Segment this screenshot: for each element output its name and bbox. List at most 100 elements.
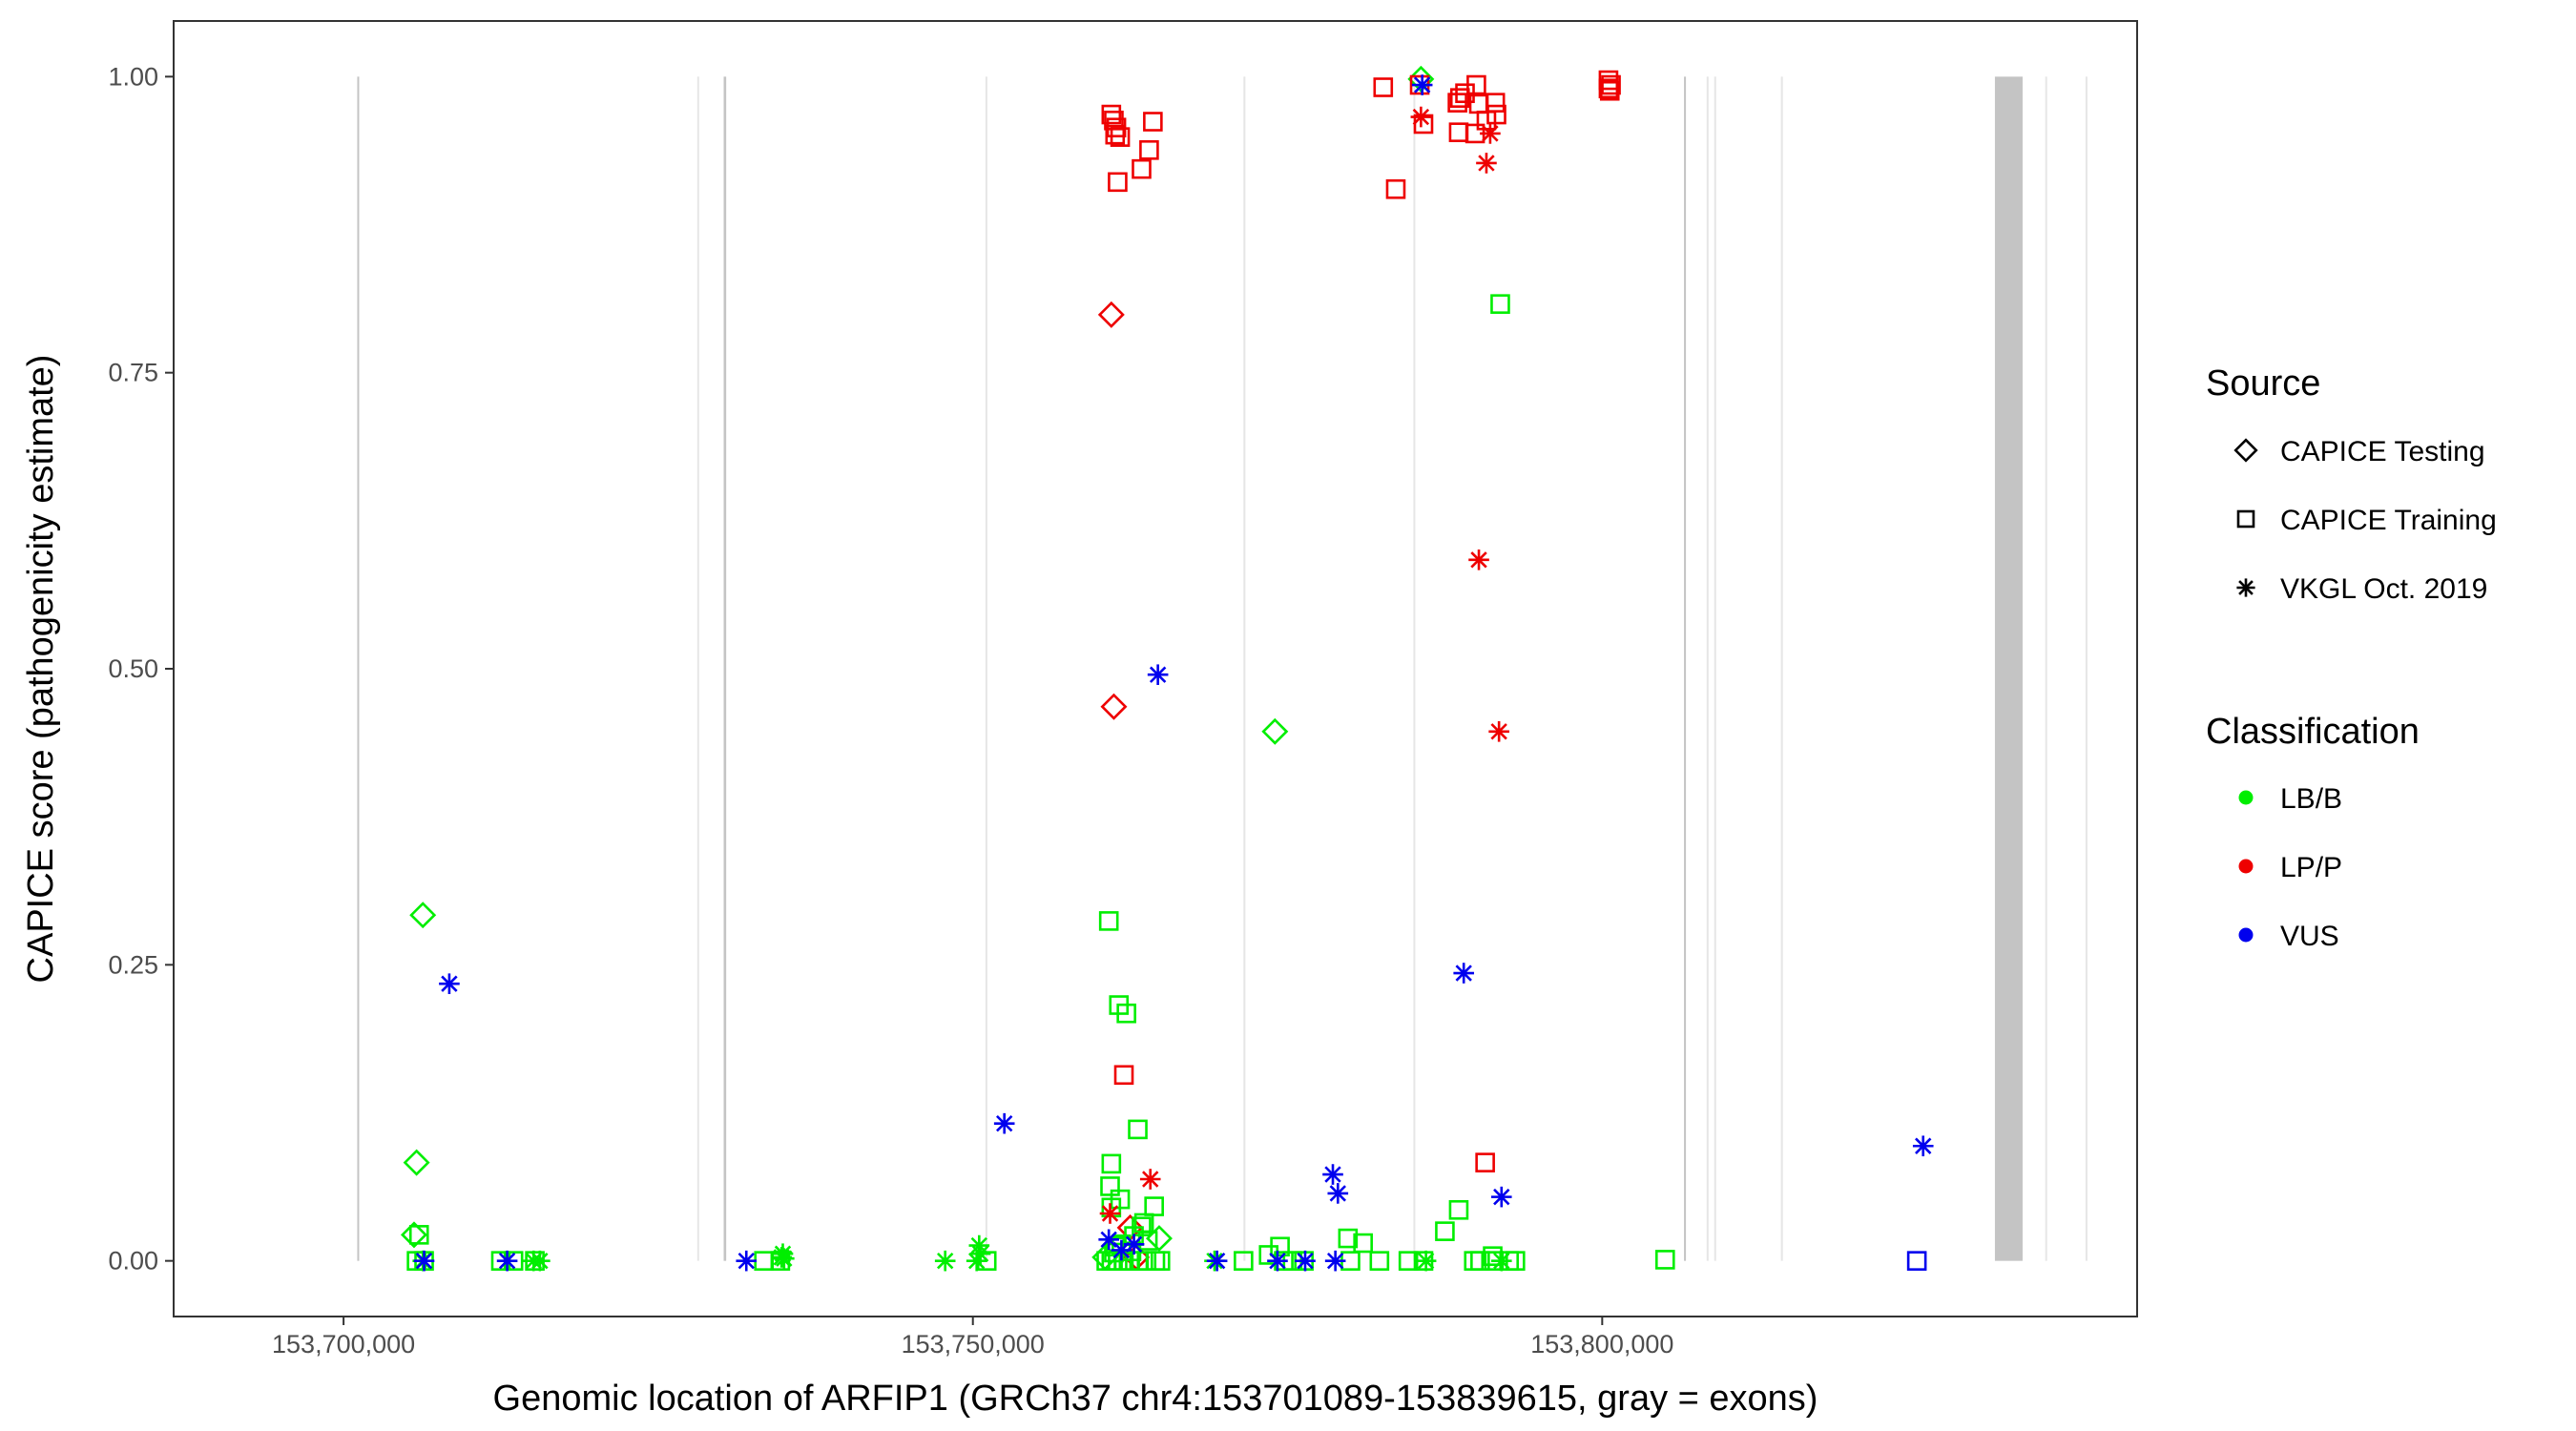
data-point-2-45 (1338, 1228, 1359, 1249)
data-point-2-0 (408, 1225, 429, 1245)
data-point-9-14 (1411, 74, 1433, 95)
data-point-2-50 (1435, 1221, 1455, 1241)
data-point-9-11 (1322, 1164, 1343, 1185)
data-point-8-6 (1488, 720, 1509, 742)
data-points (400, 65, 1934, 1272)
x-tick-label-0: 153,700,000 (272, 1330, 415, 1358)
legend-source-label-2: VKGL Oct. 2019 (2280, 573, 2487, 605)
data-point-2-47 (1490, 294, 1510, 314)
exon-band-2 (723, 76, 727, 1261)
data-point-8-2 (1410, 106, 1432, 128)
legend-source-label-1: CAPICE Training (2280, 505, 2497, 536)
data-point-9-5 (1206, 1250, 1228, 1272)
data-point-2-25 (1144, 1196, 1164, 1216)
data-point-3-2 (1101, 1153, 1122, 1174)
data-point-5-14 (1449, 88, 1470, 108)
data-point-7-6 (934, 1250, 956, 1272)
legend-classification-items: LB/B LP/P VUS (2238, 783, 2342, 952)
data-point-9-13 (1324, 1250, 1346, 1272)
legend-class-label-0: LB/B (2280, 783, 2342, 815)
data-point-9-18 (413, 1250, 435, 1272)
data-point-3-1 (1116, 1003, 1136, 1024)
data-point-7-11 (1415, 1250, 1437, 1272)
data-point-9-2 (736, 1250, 758, 1272)
data-point-5-7 (1139, 140, 1159, 160)
data-point-0-3 (1261, 717, 1289, 745)
legend-class-label-1: LP/P (2280, 852, 2342, 883)
data-point-2-28 (1132, 1216, 1152, 1236)
data-point-7-12 (1490, 1250, 1512, 1272)
x-axis: 153,700,000 153,750,000 153,800,000 (272, 1317, 1673, 1358)
data-point-9-0 (439, 973, 460, 994)
data-point-9-6 (1267, 1250, 1288, 1272)
x-axis-title: Genomic location of ARFIP1 (GRCh37 chr4:… (493, 1379, 1818, 1419)
data-point-9-15 (1453, 963, 1475, 984)
data-point-2-44 (1654, 1250, 1675, 1270)
x-tick-label-1: 153,750,000 (902, 1330, 1045, 1358)
legend: Source CAPICE Testing CAPICE Training VKGL… (2206, 363, 2497, 952)
legend-class-label-2: VUS (2280, 921, 2339, 952)
legend-class-key-1 (2238, 859, 2254, 874)
data-point-7-9 (968, 1234, 990, 1256)
data-point-5-25 (1598, 78, 1619, 99)
exon-band-7 (1706, 76, 1709, 1261)
data-point-9-1 (496, 1250, 518, 1272)
exon-band-11 (2045, 76, 2047, 1261)
data-point-8-1 (1139, 1169, 1161, 1190)
y-tick-label-3: 0.75 (108, 359, 158, 387)
data-point-5-0 (1101, 104, 1122, 125)
legend-source-label-0: CAPICE Testing (2280, 436, 2485, 467)
data-point-9-16 (1490, 1186, 1512, 1208)
legend-source-key-0 (2233, 438, 2258, 463)
legend-source-title: Source (2206, 363, 2320, 404)
legend-source-key-1 (2236, 509, 2255, 529)
data-point-7-2 (530, 1250, 551, 1272)
data-point-2-34 (1369, 1251, 1390, 1271)
data-point-2-29 (1234, 1251, 1254, 1271)
data-point-7-5 (774, 1248, 795, 1269)
data-point-0-0 (409, 902, 437, 929)
y-axis: 0.00 0.25 0.50 0.75 1.00 (108, 62, 174, 1275)
data-point-6-0 (1906, 1251, 1927, 1271)
data-point-5-3 (1110, 127, 1131, 147)
data-point-5-27 (1113, 1065, 1134, 1086)
data-point-0-4 (1145, 1225, 1173, 1253)
legend-source-key-2 (2236, 578, 2255, 597)
y-tick-label-0: 0.00 (108, 1247, 158, 1275)
exon-band-4 (1243, 76, 1246, 1261)
x-tick-label-2: 153,800,000 (1530, 1330, 1673, 1358)
data-point-5-22 (1485, 93, 1506, 113)
data-point-9-4 (1147, 664, 1169, 686)
data-point-5-26 (1599, 80, 1620, 101)
data-point-9-9 (1123, 1234, 1145, 1255)
y-tick-label-2: 0.50 (108, 654, 158, 683)
data-point-8-3 (1468, 549, 1489, 570)
data-point-5-8 (1143, 112, 1163, 132)
data-point-5-28 (1475, 1152, 1495, 1172)
data-point-2-38 (1470, 1251, 1490, 1271)
data-point-5-9 (1373, 77, 1394, 97)
data-point-5-5 (1108, 172, 1128, 193)
data-point-9-17 (1912, 1135, 1934, 1157)
legend-classification-title: Classification (2206, 712, 2420, 752)
exon-band-5 (1413, 76, 1416, 1261)
exon-band-12 (2085, 76, 2088, 1261)
data-point-8-5 (1480, 123, 1501, 144)
data-point-9-7 (1098, 1229, 1119, 1251)
data-point-2-51 (1098, 911, 1119, 931)
data-point-2-46 (1353, 1233, 1373, 1254)
y-tick-label-1: 0.25 (108, 950, 158, 979)
data-point-8-4 (1476, 153, 1497, 174)
y-tick-label-4: 1.00 (108, 62, 158, 91)
data-point-9-10 (1295, 1250, 1316, 1272)
data-point-5-24 (1601, 74, 1621, 95)
data-point-5-4 (1105, 124, 1126, 145)
legend-class-key-0 (2238, 790, 2254, 805)
y-axis-title: CAPICE score (pathogenicity estimate) (21, 355, 61, 984)
exon-band-8 (1714, 76, 1716, 1261)
data-point-5-6 (1132, 158, 1152, 179)
data-point-5-10 (1385, 178, 1406, 199)
data-point-9-12 (1327, 1183, 1349, 1204)
exon-band-0 (357, 76, 360, 1261)
